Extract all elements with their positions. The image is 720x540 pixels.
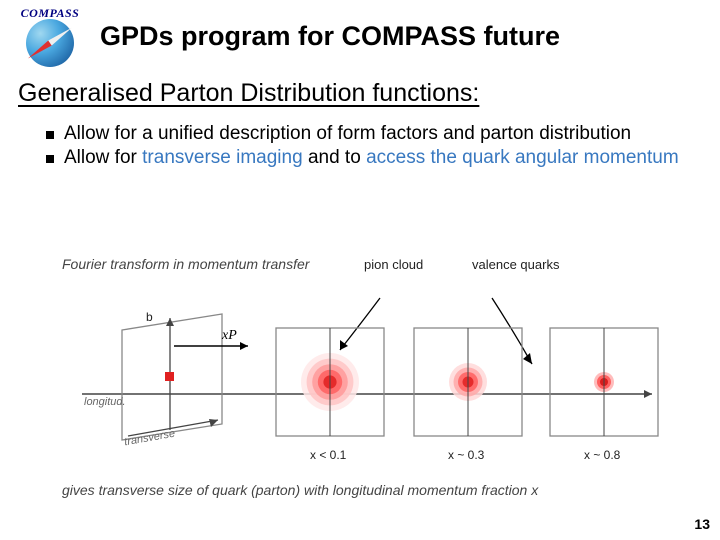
compass-icon [26, 19, 74, 67]
bullet-text: Allow for a unified description of form … [64, 122, 631, 146]
figure-title: Fourier transform in momentum transfer [62, 256, 662, 272]
panel-x-label: x ~ 0.3 [448, 448, 484, 462]
bullet-list: Allow for a unified description of form … [0, 122, 720, 171]
bullet-item: Allow for transverse imaging and to acce… [46, 146, 690, 170]
highlight-text: transverse imaging [142, 147, 303, 168]
figure-caption: gives transverse size of quark (parton) … [62, 482, 538, 498]
bullet-text: Allow for transverse imaging and to acce… [64, 146, 679, 170]
page-number: 13 [694, 516, 710, 532]
callout-pion: pion cloud [364, 258, 423, 272]
bullet-item: Allow for a unified description of form … [46, 122, 690, 146]
slide-subtitle: Generalised Parton Distribution function… [0, 71, 720, 122]
figure: Fourier transform in momentum transfer p… [62, 256, 662, 498]
bullet-marker-icon [46, 155, 54, 163]
xP-label: xP [222, 328, 237, 344]
header: COMPASS GPDs program for COMPASS future [0, 0, 720, 71]
figure-svg [62, 272, 662, 482]
b-axis-label: b [146, 310, 153, 324]
slide-title: GPDs program for COMPASS future [90, 21, 710, 52]
panel-x-label: x < 0.1 [310, 448, 346, 462]
longitudinal-label: longitud. [84, 396, 126, 408]
compass-logo: COMPASS [10, 6, 90, 67]
bullet-marker-icon [46, 131, 54, 139]
panel-x-label: x ~ 0.8 [584, 448, 620, 462]
highlight-text: access the quark angular momentum [366, 147, 679, 168]
callout-valence: valence quarks [472, 258, 559, 272]
